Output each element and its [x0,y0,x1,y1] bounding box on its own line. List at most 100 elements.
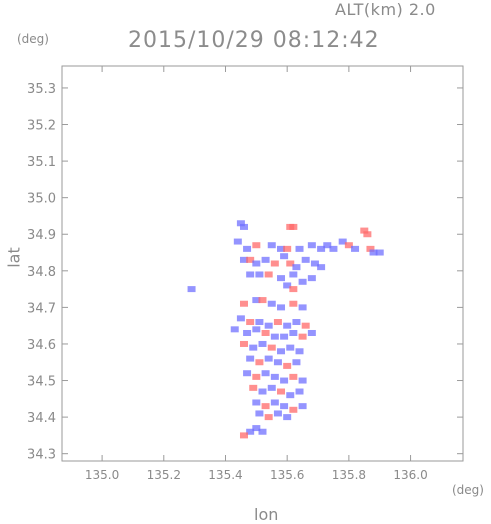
negative-cell [233,238,242,245]
negative-cell [292,319,301,326]
negative-cell [329,245,338,252]
negative-cell [277,304,286,311]
negative-cell [295,348,304,355]
negative-cell [280,253,289,260]
positive-cell [270,260,279,267]
negative-cell [270,399,279,406]
negative-cell [230,326,239,333]
x-tick-label: 135.0 [85,468,119,482]
negative-cell [252,297,261,304]
y-tick-label: 34.6 [27,338,56,353]
y-tick-label: 34.8 [27,265,56,280]
positive-cell [267,344,276,351]
positive-cell [283,362,292,369]
negative-cell [280,403,289,410]
negative-cell [187,286,196,293]
positive-cell [344,242,353,249]
positive-cell [246,256,255,263]
negative-cell [375,249,384,256]
negative-cell [295,388,304,395]
positive-cell [261,403,270,410]
negative-cell [310,260,319,267]
y-tick-label: 34.4 [27,411,56,426]
negative-cell [243,329,252,336]
negative-cell [273,359,282,366]
positive-cell [277,388,286,395]
negative-cell [307,242,316,249]
x-axis-label: lon [254,505,279,524]
negative-cell [270,373,279,380]
negative-cell [252,326,261,333]
negative-cell [255,271,264,278]
altitude-label: ALT(km) 2.0 [335,0,436,19]
negative-cell [298,403,307,410]
y-tick-label: 34.7 [27,301,56,316]
negative-cell [286,344,295,351]
y-tick-label: 35.0 [27,192,56,207]
x-axis-unit: (deg) [452,483,484,497]
plot-frame [61,65,464,462]
negative-cell [273,410,282,417]
negative-cell [264,322,273,329]
negative-cell [283,414,292,421]
negative-cell [267,242,276,249]
positive-cell [258,297,267,304]
negative-cell [301,256,310,263]
positive-cell [246,319,255,326]
negative-cell [239,223,248,230]
positive-cell [360,227,369,234]
negative-cell [298,377,307,384]
negative-cell [277,348,286,355]
positive-cell [255,359,264,366]
negative-cell [277,275,286,282]
negative-cell [338,238,347,245]
y-axis-unit: (deg) [17,32,49,46]
negative-cell [298,304,307,311]
negative-cell [289,271,298,278]
negative-cell [258,428,267,435]
negative-cell [246,271,255,278]
positive-cell [298,333,307,340]
negative-cell [267,300,276,307]
x-tick-label: 135.8 [332,468,366,482]
y-tick-label: 35.3 [27,82,56,97]
y-tick-label: 34.5 [27,375,56,390]
negative-cell [258,388,267,395]
negative-cell [292,359,301,366]
negative-cell [286,392,295,399]
negative-cell [236,220,245,227]
tick-group: 135.0 135.2 135.4 135.6 135.8 136.0 34.3 34.4 34… [27,66,463,482]
positive-cell [264,271,273,278]
negative-cell [252,425,261,432]
negative-cell [317,264,326,271]
negative-cell [267,384,276,391]
negative-cell [258,340,267,347]
positive-cell [289,223,298,230]
negative-cell [255,319,264,326]
positive-cell [261,329,270,336]
positive-cell [289,286,298,293]
negative-cell [295,245,304,252]
positive-cell [273,319,282,326]
negative-cell [277,245,286,252]
negative-cell [280,377,289,384]
positive-cell [264,414,273,421]
y-tick-label: 35.2 [27,119,56,134]
positive-cell [286,260,295,267]
negative-cell [261,370,270,377]
negative-cell [270,333,279,340]
negative-cell [236,315,245,322]
negative-cell [369,249,378,256]
x-tick-label: 136.0 [393,468,427,482]
positive-cell [289,373,298,380]
negative-cell [292,264,301,271]
positive-cell [363,231,372,238]
positive-cell [252,373,261,380]
negative-cell [298,278,307,285]
negative-cell [249,344,258,351]
x-tick-label: 135.6 [270,468,304,482]
negative-cell [280,333,289,340]
positive-cell [301,322,310,329]
data-marks [187,220,384,439]
